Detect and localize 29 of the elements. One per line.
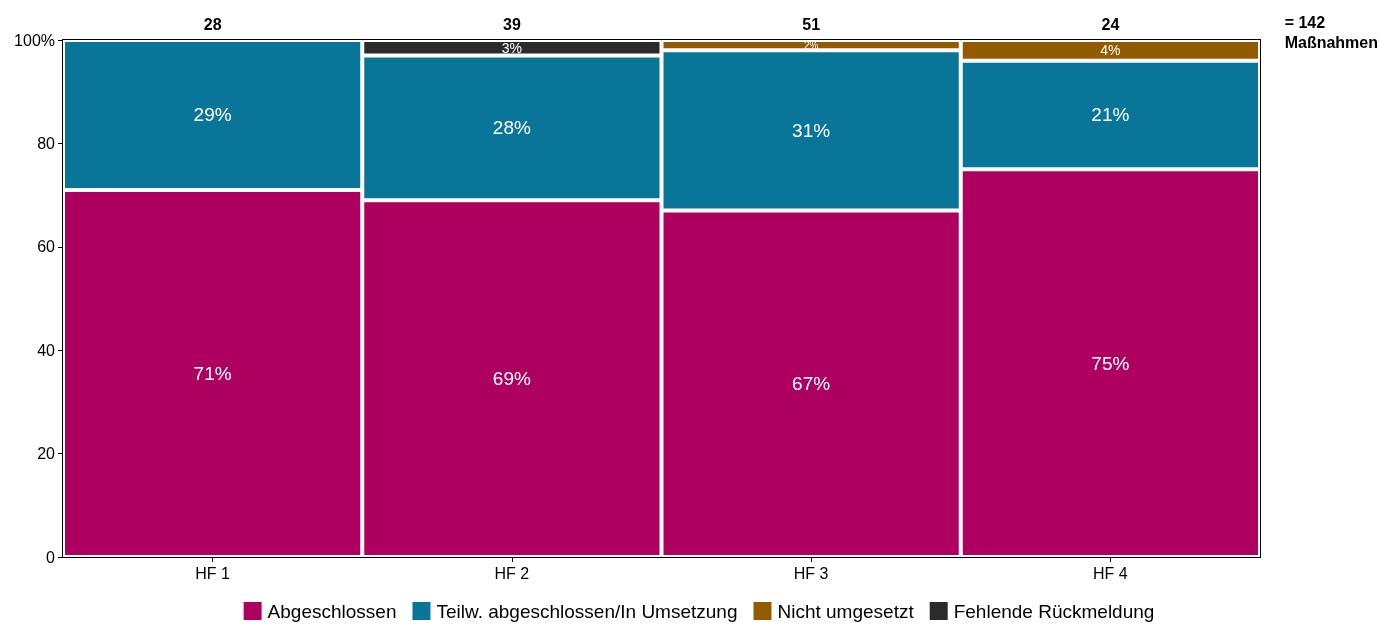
annotation: 51 [802, 15, 821, 33]
y-tick-label: 40 [37, 341, 56, 359]
y-tick-label: 80 [37, 134, 56, 152]
data-label: 29% [193, 104, 232, 126]
data-label: 69% [492, 368, 531, 390]
y-tick-label: 100% [14, 31, 55, 49]
y-tick-label: 0 [46, 548, 56, 566]
annotation: 28 [203, 15, 222, 33]
data-label: 3% [501, 39, 522, 56]
data-label: 75% [1091, 352, 1130, 374]
y-tick-label: 60 [37, 238, 56, 256]
data-label: 31% [792, 119, 831, 141]
legend-label: Abgeschlossen [267, 600, 397, 622]
data-label: 28% [492, 117, 531, 139]
legend-label: Nicht umgesetzt [777, 600, 915, 622]
y-tick-label: 20 [37, 445, 56, 463]
legend-label: Fehlende Rückmeldung [953, 600, 1155, 622]
annotation: 39 [502, 15, 521, 33]
data-label: 4% [1100, 42, 1121, 59]
x-tick-label: HF 2 [494, 564, 530, 582]
x-tick-label: HF 4 [1093, 564, 1128, 582]
text: = 142 Maßnahmen [1284, 13, 1378, 51]
data-label: 67% [792, 373, 831, 395]
legend-label: Teilw. abgeschlossen/In Umsetzung [436, 600, 738, 622]
data-label: 21% [1091, 104, 1130, 126]
x-tick-label: HF 1 [195, 564, 231, 582]
annotation: 24 [1101, 15, 1120, 33]
data-label: 71% [193, 362, 232, 384]
x-tick-label: HF 3 [793, 564, 829, 582]
